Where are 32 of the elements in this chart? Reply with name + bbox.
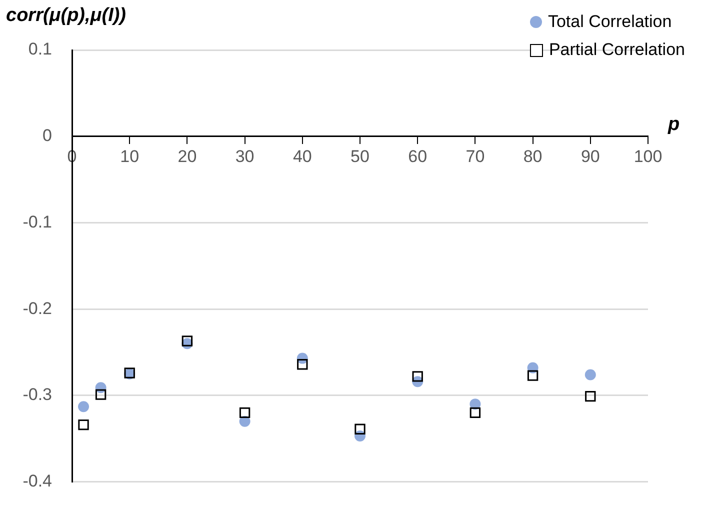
point [470, 407, 481, 418]
point [584, 369, 596, 380]
x-tick-label: 20 [178, 147, 197, 166]
point [412, 371, 423, 382]
y-tick-label: -0.4 [22, 471, 52, 490]
x-tick-label: 80 [523, 147, 542, 166]
point [78, 401, 90, 412]
point [239, 407, 250, 418]
y-axis-title: corr(μ(p),μ(I)) [6, 5, 126, 26]
x-tick-label: 50 [350, 147, 370, 166]
point [182, 336, 193, 346]
x-axis-title: p [667, 114, 680, 136]
y-tick-label: -0.2 [22, 298, 52, 318]
x-tick-label: 40 [292, 147, 312, 166]
legend-label: Total Correlation [548, 12, 672, 32]
point [354, 424, 366, 434]
point [527, 370, 538, 381]
x-tick-label: 10 [120, 147, 140, 166]
y-tick-label: 0 [42, 126, 52, 146]
x-tick-label: 70 [466, 147, 485, 166]
x-tick-label: 100 [634, 147, 662, 166]
legend-label: Partial Correlation [548, 40, 685, 60]
point [95, 389, 106, 400]
point [585, 390, 596, 402]
point [297, 359, 308, 370]
y-tick-label: -0.1 [22, 212, 52, 232]
x-tick-label: 90 [580, 147, 600, 166]
x-tick-label: 30 [235, 147, 254, 166]
x-tick-label: 60 [408, 147, 428, 166]
y-tick-label: 0.1 [28, 40, 52, 59]
point [78, 419, 89, 430]
y-tick-label: -0.3 [22, 385, 52, 404]
